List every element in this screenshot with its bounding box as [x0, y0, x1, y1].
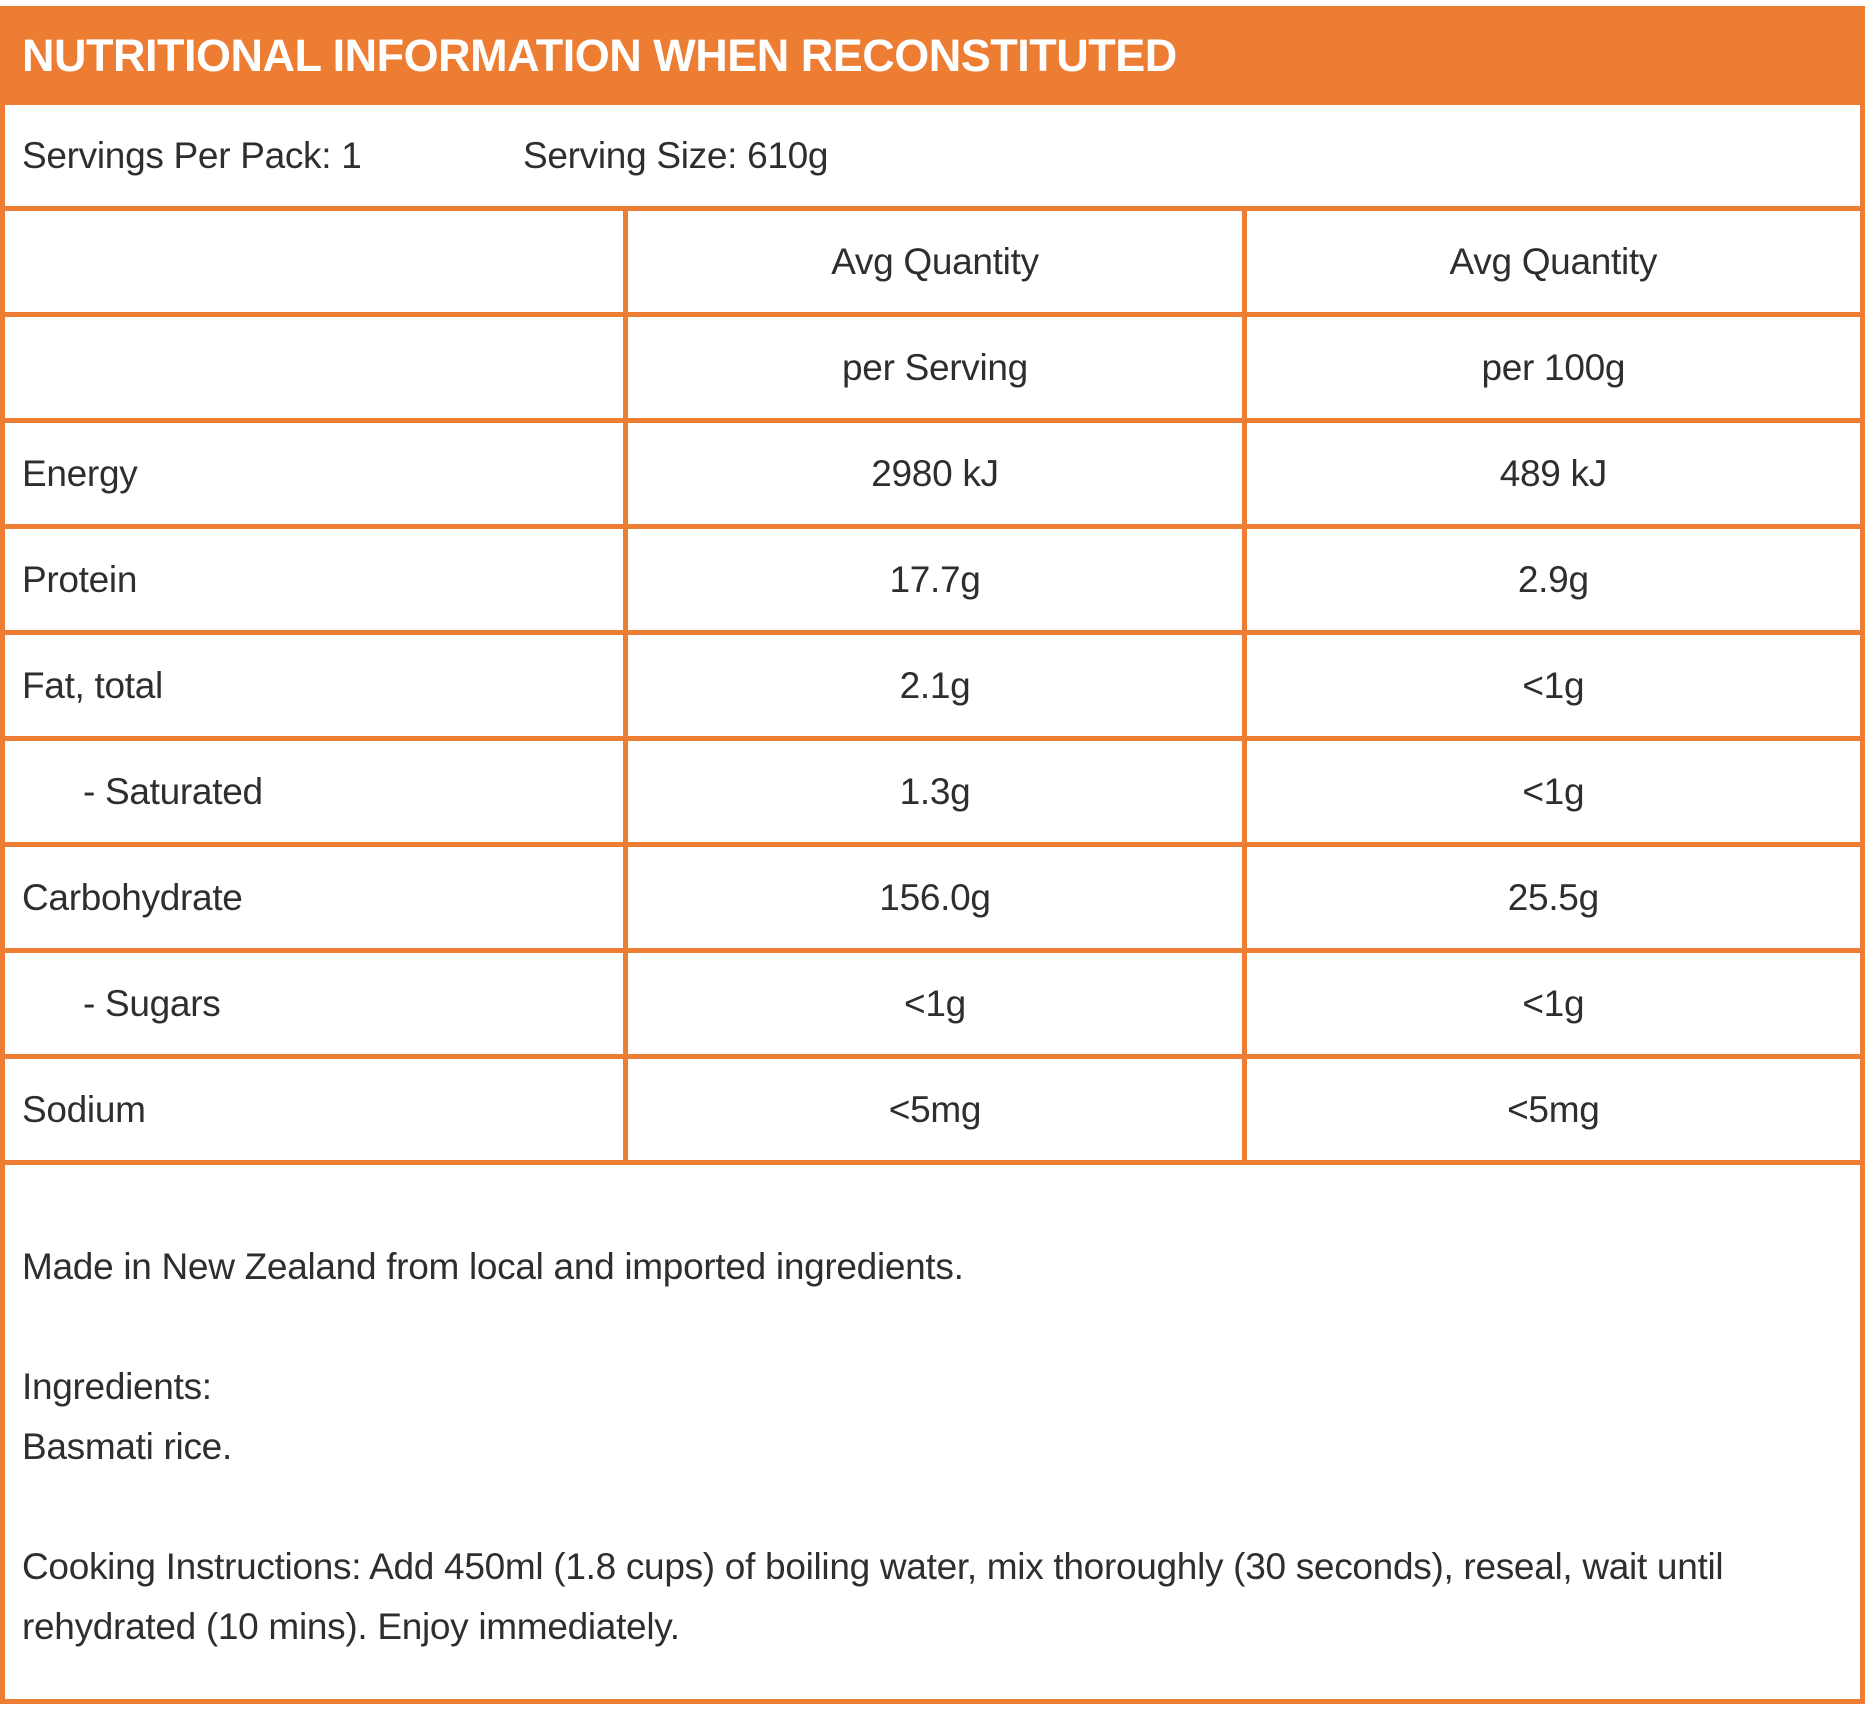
header-blank-cell — [5, 317, 624, 423]
title-bar: NUTRITIONAL INFORMATION WHEN RECONSTITUT… — [0, 6, 1865, 105]
footer-text: Made in New Zealand from local and impor… — [5, 1165, 1860, 1657]
fat-per-serving: 2.1g — [623, 635, 1242, 741]
sugars-per-100g: <1g — [1241, 953, 1860, 1059]
row-label-protein: Protein — [5, 529, 624, 635]
header-avg-quantity-100g: Avg Quantity — [1241, 211, 1860, 317]
nutrition-panel: Servings Per Pack: 1 Serving Size: 610g … — [0, 105, 1865, 1704]
page-title: NUTRITIONAL INFORMATION WHEN RECONSTITUT… — [22, 29, 1177, 81]
row-label-energy: Energy — [5, 423, 624, 529]
ingredients-list: Basmati rice. — [22, 1426, 232, 1467]
saturated-per-serving: 1.3g — [623, 741, 1242, 847]
saturated-per-100g: <1g — [1241, 741, 1860, 847]
sodium-per-serving: <5mg — [623, 1059, 1242, 1165]
header-per-100g: per 100g — [1241, 317, 1860, 423]
header-per-serving: per Serving — [623, 317, 1242, 423]
origin-statement: Made in New Zealand from local and impor… — [22, 1246, 964, 1287]
row-label-sugars: - Sugars — [5, 953, 624, 1059]
row-label-saturated: - Saturated — [5, 741, 624, 847]
carbohydrate-per-serving: 156.0g — [623, 847, 1242, 953]
energy-per-100g: 489 kJ — [1241, 423, 1860, 529]
ingredients-block: Ingredients: Basmati rice. — [22, 1357, 1790, 1477]
cooking-instructions: Cooking Instructions: Add 450ml (1.8 cup… — [22, 1546, 1724, 1647]
serving-size: Serving Size: 610g — [523, 134, 829, 176]
protein-per-100g: 2.9g — [1241, 529, 1860, 635]
nutrition-table: Avg Quantity Avg Quantity per Serving pe… — [5, 211, 1860, 1165]
ingredients-label: Ingredients: — [22, 1366, 212, 1407]
header-blank-cell — [5, 211, 624, 317]
row-label-fat-total: Fat, total — [5, 635, 624, 741]
carbohydrate-per-100g: 25.5g — [1241, 847, 1860, 953]
fat-per-100g: <1g — [1241, 635, 1860, 741]
sodium-per-100g: <5mg — [1241, 1059, 1860, 1165]
energy-per-serving: 2980 kJ — [623, 423, 1242, 529]
serving-info-row: Servings Per Pack: 1 Serving Size: 610g — [5, 105, 1860, 211]
nutrition-label: NUTRITIONAL INFORMATION WHEN RECONSTITUT… — [0, 6, 1865, 1710]
servings-per-pack: Servings Per Pack: 1 — [22, 134, 362, 176]
row-label-carbohydrate: Carbohydrate — [5, 847, 624, 953]
row-label-sodium: Sodium — [5, 1059, 624, 1165]
protein-per-serving: 17.7g — [623, 529, 1242, 635]
sugars-per-serving: <1g — [623, 953, 1242, 1059]
header-avg-quantity-serving: Avg Quantity — [623, 211, 1242, 317]
